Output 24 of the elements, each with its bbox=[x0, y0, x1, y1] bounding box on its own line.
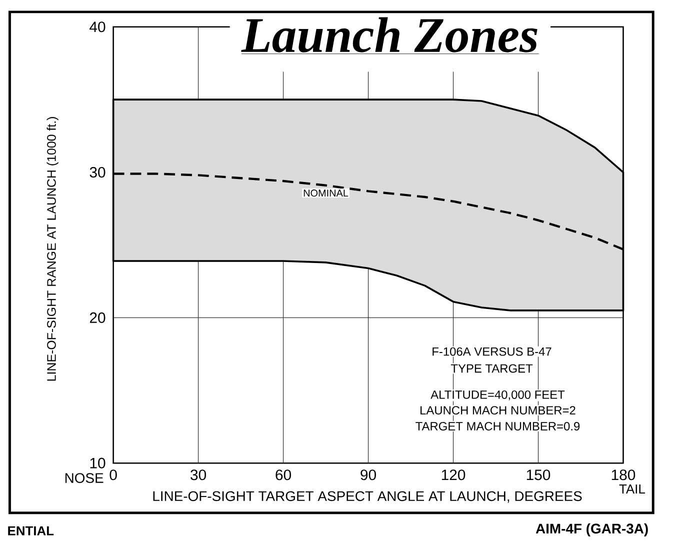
y-tick-label: 30 bbox=[90, 167, 106, 178]
y-tick-label: 20 bbox=[90, 312, 106, 324]
text: TAIL bbox=[619, 484, 645, 494]
y-axis-title: LINE-OF-SIGHT RANGE AT LAUNCH (1000 ft.) bbox=[46, 117, 58, 381]
annotation: TYPE TARGET bbox=[450, 364, 533, 373]
annotation: ALTITUDE=40,000 FEET bbox=[430, 390, 565, 400]
annotation: LAUNCH MACH NUMBER=2 bbox=[420, 406, 576, 415]
text: NOSE bbox=[65, 473, 104, 484]
x-tick-label: 120 bbox=[442, 470, 466, 480]
y-tick-label: 10 bbox=[90, 458, 106, 468]
chart-title: Launch Zones bbox=[241, 17, 538, 53]
y-tick-label: 40 bbox=[90, 22, 106, 32]
annotation: F-106A VERSUS B-47 bbox=[432, 347, 552, 356]
x-tick-label: 60 bbox=[276, 470, 291, 480]
x-tick-label: 30 bbox=[190, 470, 206, 480]
x-tick-label: 150 bbox=[526, 470, 550, 480]
x-tick-label: 0 bbox=[110, 470, 117, 480]
series-label: NOMINAL bbox=[304, 190, 348, 197]
text: ENTIAL bbox=[8, 526, 54, 536]
annotation: TARGET MACH NUMBER=0.9 bbox=[416, 422, 580, 431]
x-tick-label: 90 bbox=[360, 470, 376, 480]
x-tick-label: 180 bbox=[612, 470, 636, 480]
text: AIM-4F (GAR-3A) bbox=[536, 523, 648, 536]
x-axis-title: LINE-OF-SIGHT TARGET ASPECT ANGLE AT LAUNCH, DEGREES bbox=[153, 491, 582, 503]
